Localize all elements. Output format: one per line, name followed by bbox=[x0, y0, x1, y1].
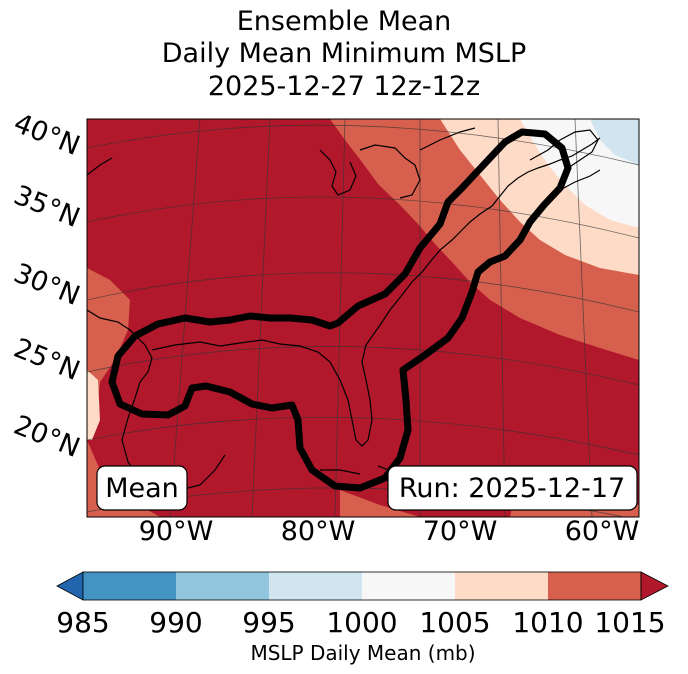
lat-label-25: 25°N bbox=[9, 333, 84, 387]
mean-label: Mean bbox=[105, 473, 179, 504]
colorbar-label: MSLP Daily Mean (mb) bbox=[250, 641, 475, 665]
colorbar-segment-1000-1005 bbox=[362, 572, 455, 600]
colorbar-tick-1010: 1010 bbox=[512, 606, 583, 639]
title-line-2: Daily Mean Minimum MSLP bbox=[161, 38, 527, 69]
run-box bbox=[387, 465, 638, 511]
lat-label-40: 40°N bbox=[9, 108, 84, 162]
colorbar-segment-985-990 bbox=[83, 572, 176, 600]
mslp-contour bbox=[108, 128, 572, 492]
lon-label-90: 90°W bbox=[139, 516, 214, 547]
colorbar-tick-990: 990 bbox=[149, 606, 202, 639]
lon-label-60: 60°W bbox=[565, 516, 640, 547]
lon-label-80: 80°W bbox=[281, 516, 356, 547]
colorbar-tick-995: 995 bbox=[242, 606, 295, 639]
colorbar: 985 990 995 1000 1005 1010 1015 MSLP Dai… bbox=[56, 571, 669, 665]
colorbar-tick-1005: 1005 bbox=[419, 606, 490, 639]
lat-label-20: 20°N bbox=[9, 410, 84, 464]
colorbar-segment-990-995 bbox=[176, 572, 269, 600]
colorbar-tick-985: 985 bbox=[56, 606, 109, 639]
title-line-1: Ensemble Mean bbox=[236, 6, 452, 37]
lat-label-30: 30°N bbox=[9, 258, 84, 312]
lon-label-70: 70°W bbox=[423, 516, 498, 547]
run-label: Run: 2025-12-17 bbox=[399, 473, 625, 504]
colorbar-tick-1000: 1000 bbox=[326, 606, 397, 639]
colorbar-segment-1010-1015 bbox=[548, 572, 641, 600]
colorbar-segment-1005-1010 bbox=[455, 572, 548, 600]
colorbar-tick-1015: 1015 bbox=[594, 606, 665, 639]
colorbar-segment-995-1000 bbox=[269, 572, 362, 600]
title-line-3: 2025-12-27 12z-12z bbox=[207, 71, 481, 102]
map-frame bbox=[86, 118, 640, 518]
lat-label-35: 35°N bbox=[9, 180, 84, 234]
mean-box bbox=[96, 465, 188, 511]
colorbar-over-arrow bbox=[640, 571, 669, 601]
colorbar-under-arrow bbox=[56, 571, 84, 601]
